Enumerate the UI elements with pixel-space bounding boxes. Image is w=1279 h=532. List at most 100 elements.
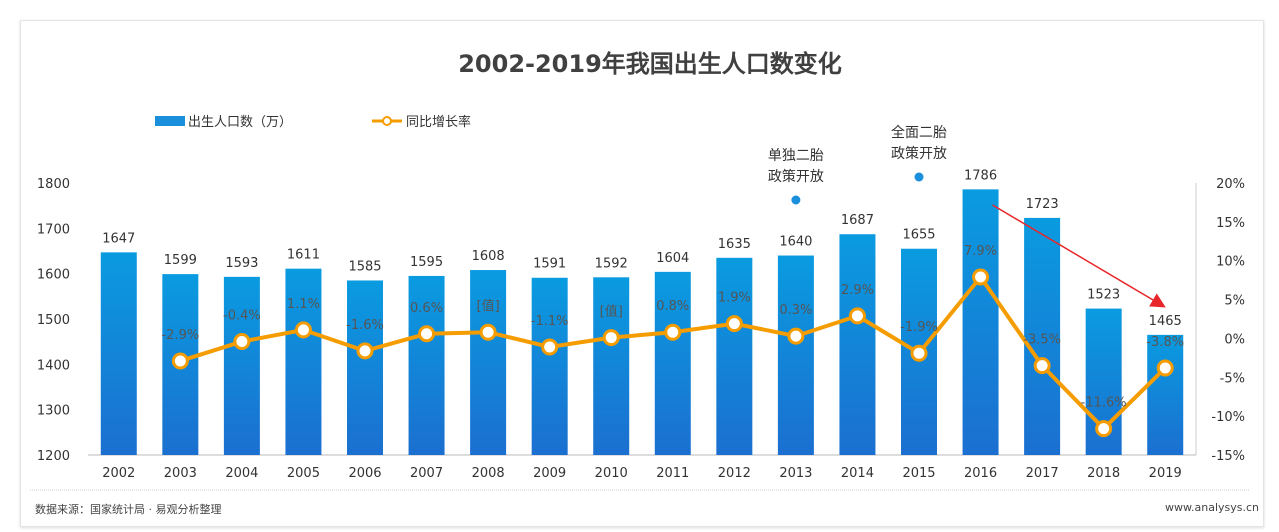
x-tick-label: 2018 bbox=[1087, 466, 1120, 481]
y-left-tick-label: 1800 bbox=[37, 177, 70, 192]
growth-rate-label: [值] bbox=[600, 304, 623, 320]
x-tick-label: 2017 bbox=[1026, 466, 1059, 481]
bar bbox=[470, 270, 507, 455]
x-tick-label: 2003 bbox=[164, 466, 197, 481]
x-tick-label: 2006 bbox=[348, 466, 381, 481]
growth-rate-point bbox=[787, 327, 805, 345]
growth-rate-label: 0.6% bbox=[410, 301, 443, 316]
growth-rate-label: -11.6% bbox=[1081, 396, 1127, 411]
growth-rate-label: 0.8% bbox=[656, 299, 689, 314]
x-tick-label: 2002 bbox=[102, 466, 135, 481]
y-right-tick-label: 15% bbox=[1216, 216, 1245, 231]
bar-value-label: 1655 bbox=[902, 228, 935, 243]
policy-annotation: 政策开放 bbox=[768, 168, 824, 185]
bar bbox=[1024, 217, 1061, 455]
bar-value-label: 1592 bbox=[595, 256, 628, 271]
x-tick-label: 2004 bbox=[225, 466, 258, 481]
y-left-tick-label: 1500 bbox=[37, 313, 70, 328]
bar bbox=[839, 234, 876, 455]
bar-value-label: 1687 bbox=[841, 213, 874, 228]
bar-value-label: 1593 bbox=[225, 256, 258, 271]
growth-rate-label: -3.8% bbox=[1146, 335, 1184, 350]
bar-value-label: 1465 bbox=[1149, 314, 1182, 329]
growth-rate-point bbox=[1156, 359, 1174, 377]
legend-line-marker bbox=[382, 116, 392, 126]
y-left-tick-label: 1600 bbox=[37, 268, 70, 283]
growth-rate-point bbox=[1095, 420, 1113, 438]
chart-card bbox=[20, 20, 1264, 527]
bar-value-label: 1723 bbox=[1026, 197, 1059, 212]
y-right-tick-label: 20% bbox=[1216, 177, 1245, 192]
y-right-tick-label: -15% bbox=[1211, 449, 1245, 464]
growth-rate-point bbox=[356, 342, 374, 360]
y-right-tick-label: -5% bbox=[1220, 371, 1245, 386]
growth-rate-label: -3.5% bbox=[1023, 333, 1061, 348]
bar-value-label: 1647 bbox=[102, 231, 135, 246]
y-right-tick-label: 5% bbox=[1224, 294, 1245, 309]
bar-value-label: 1786 bbox=[964, 168, 997, 183]
y-left-tick-label: 1700 bbox=[37, 222, 70, 237]
legend-line-label: 同比增长率 bbox=[406, 114, 471, 130]
growth-rate-label: -0.4% bbox=[223, 309, 261, 324]
growth-rate-label: 0.3% bbox=[779, 303, 812, 318]
x-tick-label: 2013 bbox=[779, 466, 812, 481]
website: www.analysys.cn bbox=[1165, 501, 1259, 514]
bar bbox=[1147, 334, 1184, 455]
bar bbox=[100, 252, 137, 455]
x-tick-label: 2007 bbox=[410, 466, 443, 481]
growth-rate-point bbox=[972, 268, 990, 286]
data-source: 数据来源：国家统计局 · 易观分析整理 bbox=[35, 503, 222, 516]
y-right-tick-label: 0% bbox=[1224, 332, 1245, 347]
y-left-tick-label: 1300 bbox=[37, 404, 70, 419]
bar-value-label: 1595 bbox=[410, 255, 443, 270]
growth-rate-label: -1.1% bbox=[531, 314, 569, 329]
growth-rate-point bbox=[848, 307, 866, 325]
bar bbox=[593, 277, 630, 455]
bar bbox=[285, 268, 322, 455]
growth-rate-point bbox=[1033, 357, 1051, 375]
growth-rate-point bbox=[910, 344, 928, 362]
bar-value-label: 1523 bbox=[1087, 288, 1120, 303]
bar-value-label: 1635 bbox=[718, 237, 751, 252]
x-tick-label: 2005 bbox=[287, 466, 320, 481]
x-tick-label: 2014 bbox=[841, 466, 874, 481]
x-tick-label: 2016 bbox=[964, 466, 997, 481]
x-tick-label: 2009 bbox=[533, 466, 566, 481]
bar-value-label: 1591 bbox=[533, 257, 566, 272]
x-tick-label: 2015 bbox=[902, 466, 935, 481]
annotation-dot bbox=[914, 172, 924, 182]
bar bbox=[962, 189, 999, 455]
policy-annotation: 政策开放 bbox=[891, 145, 947, 162]
bar bbox=[408, 275, 445, 455]
y-left-tick-label: 1200 bbox=[37, 449, 70, 464]
growth-rate-label: 1.9% bbox=[718, 291, 751, 306]
decline-trend-arrow bbox=[992, 204, 1166, 308]
growth-rate-label: -1.6% bbox=[346, 318, 384, 333]
growth-rate-point bbox=[479, 323, 497, 341]
bar bbox=[347, 280, 383, 455]
growth-rate-label: -2.9% bbox=[161, 328, 199, 343]
x-tick-label: 2008 bbox=[472, 466, 505, 481]
bar-value-label: 1611 bbox=[287, 248, 320, 263]
growth-rate-point bbox=[171, 352, 189, 370]
growth-rate-point bbox=[294, 321, 312, 339]
legend-bar-swatch bbox=[155, 116, 185, 126]
y-right-tick-label: 10% bbox=[1216, 255, 1245, 270]
growth-rate-point bbox=[233, 333, 251, 351]
growth-rate-label: [值] bbox=[477, 298, 500, 314]
x-tick-label: 2019 bbox=[1149, 466, 1182, 481]
legend-bar-label: 出生人口数（万） bbox=[188, 115, 292, 130]
growth-rate-label: 7.9% bbox=[964, 244, 997, 259]
growth-rate-label: -1.9% bbox=[900, 320, 938, 335]
growth-rate-point bbox=[725, 315, 743, 333]
policy-annotation: 单独二胎 bbox=[768, 148, 824, 164]
x-tick-label: 2011 bbox=[656, 466, 689, 481]
bar bbox=[716, 257, 753, 455]
bar-value-label: 1585 bbox=[348, 259, 381, 274]
policy-annotation: 全面二胎 bbox=[891, 124, 947, 141]
bar-value-label: 1608 bbox=[472, 249, 505, 264]
x-tick-label: 2012 bbox=[718, 466, 751, 481]
bar bbox=[654, 271, 691, 455]
bar-value-label: 1604 bbox=[656, 251, 689, 266]
